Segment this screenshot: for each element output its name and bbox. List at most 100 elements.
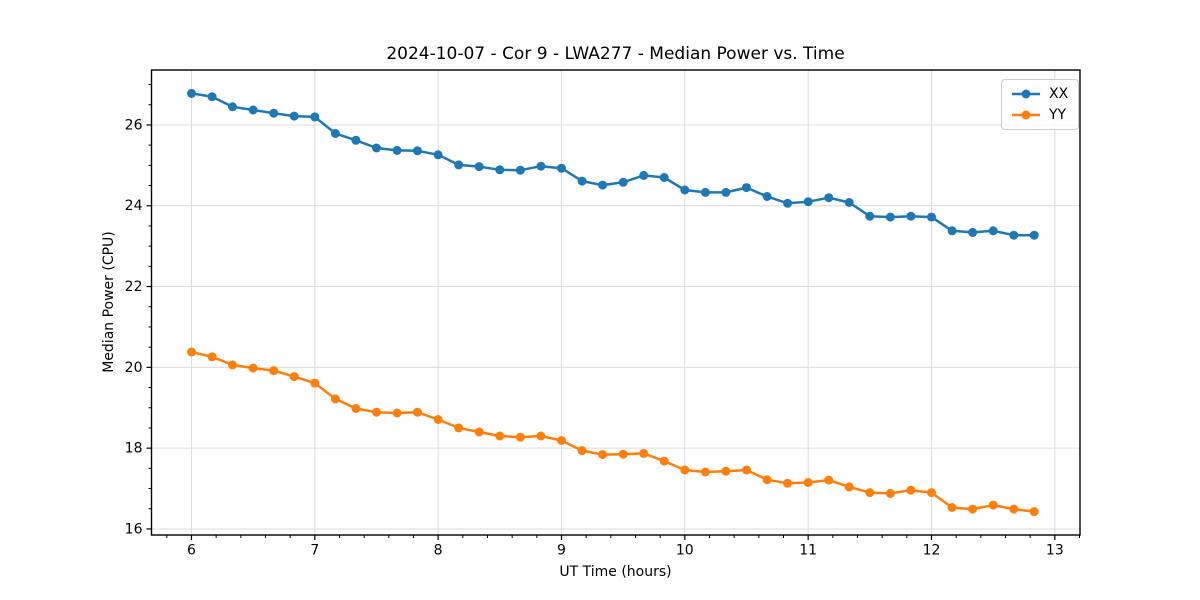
series-YY-marker (372, 407, 381, 417)
series-XX-marker (598, 180, 608, 190)
series-XX-marker (885, 212, 895, 222)
y-axis-label: Median Power (CPU) (101, 231, 117, 373)
series-XX-marker (433, 150, 443, 160)
series-XX-marker (844, 198, 854, 207)
series-XX-marker (700, 187, 710, 197)
series-XX-marker (248, 105, 258, 115)
series-XX-marker (351, 135, 361, 145)
series-YY-marker (557, 436, 566, 445)
series-XX-marker (824, 193, 834, 203)
series-XX-marker (762, 192, 772, 201)
series-XX-marker (330, 128, 340, 138)
series-XX-marker (187, 88, 196, 98)
series-XX-marker (639, 170, 649, 180)
series-YY-marker (1009, 504, 1019, 514)
series-XX-marker (783, 198, 793, 208)
series-XX-marker (372, 143, 381, 153)
series-XX-marker (906, 211, 916, 221)
x-tick-label: 10 (676, 543, 694, 559)
series-XX-marker (310, 112, 320, 122)
series-YY-marker (248, 363, 258, 373)
series-YY-marker (742, 465, 751, 475)
series-YY-marker (927, 488, 936, 498)
series-YY-marker (968, 504, 978, 514)
series-YY-marker (577, 446, 587, 456)
series-YY-marker (844, 482, 854, 492)
legend-label-yy: YY (1049, 107, 1067, 123)
series-YY-marker (639, 448, 649, 458)
series-YY-marker (803, 478, 813, 487)
series-YY-marker (289, 372, 299, 382)
series-YY-marker (906, 485, 916, 495)
series-XX-marker (927, 212, 936, 222)
series-YY-marker (1029, 507, 1039, 517)
series-YY-marker (495, 431, 505, 441)
series-YY-marker (515, 432, 525, 442)
legend-entry-xx: XX (1010, 85, 1068, 103)
x-tick-label: 9 (557, 543, 566, 559)
series-XX-marker (454, 160, 464, 170)
series-YY-marker (783, 478, 793, 488)
x-axis-label: UT Time (hours) (559, 564, 672, 580)
y-tick-label: 20 (125, 360, 143, 376)
series-YY-marker (947, 503, 957, 512)
series-YY-marker (618, 449, 628, 459)
series-XX-marker (577, 176, 587, 186)
series-XX-marker (474, 162, 484, 172)
plot-border (150, 69, 1081, 536)
legend-swatch-yy-icon (1012, 110, 1040, 120)
x-tick-label: 13 (1046, 543, 1064, 559)
chart-title: 2024-10-07 - Cor 9 - LWA277 - Median Pow… (386, 44, 845, 64)
series-YY-marker (392, 408, 402, 418)
series-YY-marker (885, 488, 895, 498)
series-XX-marker (557, 163, 566, 173)
y-tick-label: 22 (125, 279, 143, 295)
series-YY-marker (659, 456, 669, 466)
legend-label-xx: XX (1049, 86, 1069, 102)
series-YY-marker (433, 415, 443, 424)
series-YY-marker (413, 407, 422, 417)
y-tick-label: 16 (125, 521, 143, 537)
x-tick-label: 12 (923, 543, 941, 559)
series-XX-marker (1009, 230, 1019, 240)
series-YY-marker (330, 394, 340, 404)
series-YY-marker (228, 360, 237, 370)
legend-entry-yy: YY (1010, 106, 1068, 124)
series-XX-marker (988, 226, 998, 236)
series-YY-marker (680, 465, 690, 475)
series-XX-marker (947, 226, 957, 236)
series-YY-marker (721, 466, 731, 476)
series-YY-marker (269, 366, 279, 376)
series-YY-marker (762, 475, 772, 485)
series-YY-marker (536, 431, 546, 441)
series-YY-marker (598, 450, 608, 460)
y-tick-label: 24 (125, 198, 143, 214)
series-YY-marker (824, 475, 834, 485)
series-XX-marker (289, 111, 299, 121)
series-XX-marker (1029, 230, 1039, 240)
series-XX-marker (742, 183, 751, 193)
y-tick-label: 26 (125, 117, 143, 133)
series-YY-marker (988, 500, 998, 510)
x-tick-label: 7 (310, 543, 319, 559)
series-XX-marker (228, 102, 237, 112)
series-XX-marker (495, 165, 505, 175)
x-tick-label: 6 (187, 543, 196, 559)
series-YY-marker (310, 378, 320, 388)
series-XX-marker (968, 227, 978, 237)
series-XX-marker (865, 211, 875, 221)
series-YY-marker (865, 488, 875, 498)
series-XX-marker (721, 187, 731, 197)
series-XX-marker (659, 173, 669, 182)
series-XX-marker (413, 146, 422, 156)
x-tick-label: 8 (434, 543, 443, 559)
series-XX-marker (392, 145, 402, 155)
series-YY-marker (207, 352, 217, 362)
series-XX-marker (803, 197, 813, 207)
series-YY-marker (474, 427, 484, 437)
legend: XX YY (1001, 79, 1080, 130)
series-YY-marker (700, 467, 710, 477)
series-XX-marker (269, 108, 279, 118)
